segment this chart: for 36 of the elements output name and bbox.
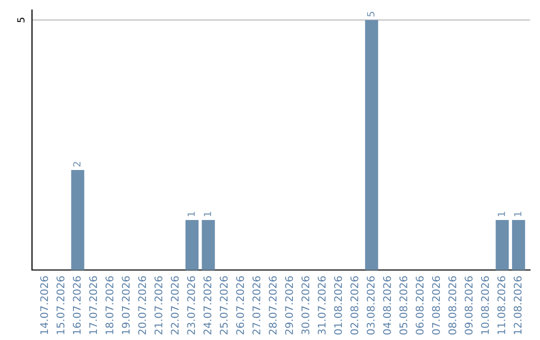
x-tick-label: 12.08.2026 — [514, 276, 522, 334]
x-tick-label: 27.07.2026 — [252, 276, 260, 334]
x-tick-label: 02.08.2026 — [350, 276, 358, 335]
x-tick-label: 19.07.2026 — [122, 276, 130, 334]
x-tick-label: 29.07.2026 — [285, 276, 294, 334]
x-tick-label: 18.07.2026 — [106, 276, 114, 334]
x-tick-label: 08.08.2026 — [448, 276, 456, 335]
x-tick-label: 26.07.2026 — [236, 276, 244, 334]
x-tick-label: 24.07.2026 — [203, 276, 212, 334]
x-tick-label: 04.08.2026 — [383, 276, 391, 335]
x-tick-label: 14.07.2026 — [40, 276, 48, 334]
x-tick-label: 16.07.2026 — [72, 276, 81, 334]
x-tick-label: 15.07.2026 — [56, 276, 64, 334]
data-label: 5 — [367, 12, 374, 16]
data-label: 1 — [204, 212, 212, 216]
x-tick-label: 25.07.2026 — [220, 276, 228, 334]
x-tick-label: 11.08.2026 — [497, 276, 506, 334]
x-tick-label: 21.07.2026 — [154, 276, 162, 334]
x-tick-label: 20.07.2026 — [138, 276, 146, 334]
x-tick-label: 23.07.2026 — [187, 276, 196, 334]
data-label: 1 — [498, 212, 505, 216]
data-label: 1 — [514, 212, 522, 216]
x-tick-label: 30.07.2026 — [301, 276, 310, 334]
x-tick-label: 07.08.2026 — [432, 276, 440, 335]
x-tick-label: 09.08.2026 — [464, 276, 473, 335]
data-label: 1 — [188, 212, 195, 216]
x-tick-label: 06.08.2026 — [416, 276, 424, 335]
x-tick-label: 31.07.2026 — [318, 276, 326, 334]
x-tick-label: 03.08.2026 — [366, 276, 375, 335]
x-tick-label: 28.07.2026 — [268, 276, 277, 334]
x-tick-label: 17.07.2026 — [89, 276, 98, 334]
data-label: 2 — [73, 162, 80, 167]
x-tick-label: 01.08.2026 — [334, 276, 342, 335]
x-tick-label: 10.08.2026 — [481, 276, 489, 334]
x-tick-label: 22.07.2026 — [170, 276, 179, 334]
x-tick-label: 05.08.2026 — [399, 276, 408, 335]
